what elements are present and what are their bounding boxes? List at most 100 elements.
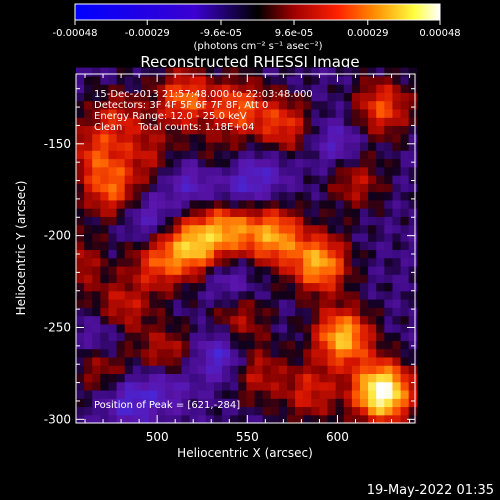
heatmap-cell [165, 108, 174, 118]
heatmap-cell [254, 100, 264, 110]
heatmap-cell [108, 75, 118, 85]
heatmap-cell [140, 84, 150, 93]
heatmap-cell [392, 232, 402, 242]
heatmap-cell [376, 365, 385, 375]
heatmap-cell [173, 381, 183, 391]
heatmap-cell [368, 125, 377, 135]
heatmap-cell [213, 365, 223, 375]
heatmap-cell [116, 232, 126, 242]
heatmap-cell [384, 315, 394, 325]
heatmap-cell [84, 216, 93, 226]
heatmap-cell [84, 67, 93, 77]
heatmap-cell [262, 381, 272, 391]
heatmap-cell [343, 365, 353, 375]
heatmap-cell [149, 208, 158, 217]
heatmap-cell [295, 307, 304, 317]
heatmap-cell [246, 274, 256, 284]
heatmap-cell [181, 398, 191, 408]
heatmap-cell [238, 141, 247, 151]
heatmap-cell [181, 381, 191, 391]
heatmap-cell [262, 183, 272, 193]
heatmap-cell [165, 183, 174, 193]
heatmap-cell [286, 117, 296, 127]
heatmap-cell [400, 332, 410, 341]
heatmap-cell [408, 150, 418, 160]
heatmap-cell [368, 389, 377, 399]
heatmap-cell [376, 249, 385, 259]
heatmap-cell [116, 249, 126, 259]
heatmap-cell [230, 389, 239, 399]
heatmap-cell [100, 299, 110, 308]
heatmap-cell [319, 117, 329, 127]
heatmap-cell [270, 141, 280, 151]
heatmap-cell [157, 199, 166, 209]
heatmap-cell [230, 166, 239, 176]
heatmap-cell [100, 199, 110, 209]
heatmap-cell [157, 67, 166, 77]
heatmap-cell [213, 414, 223, 424]
heatmap-cell [335, 84, 345, 93]
heatmap-cell [100, 108, 110, 118]
heatmap-cell [384, 381, 394, 391]
heatmap-cell [319, 100, 329, 110]
heatmap-cell [400, 183, 410, 193]
heatmap-cell [254, 175, 264, 184]
heatmap-cell [84, 282, 93, 292]
heatmap-cell [368, 166, 377, 176]
heatmap-cell [303, 315, 312, 325]
heatmap-cell [238, 406, 247, 416]
heatmap-cell [392, 274, 402, 284]
heatmap-cell [335, 249, 345, 259]
heatmap-cell [246, 133, 256, 143]
heatmap-cell [92, 166, 101, 176]
heatmap-cell [319, 125, 329, 135]
heatmap-cell [181, 75, 191, 85]
heatmap-cell [376, 257, 385, 267]
heatmap-cell [360, 199, 369, 209]
heatmap-cell [238, 92, 247, 102]
heatmap-cell [140, 315, 150, 325]
heatmap-cell [213, 108, 223, 118]
heatmap-cell [124, 290, 134, 300]
heatmap-cell [376, 307, 385, 317]
heatmap-cell [303, 199, 312, 209]
heatmap-cell [278, 108, 288, 118]
heatmap-cell [165, 158, 174, 168]
heatmap-cell [295, 290, 304, 300]
heatmap-cell [286, 216, 296, 226]
heatmap-cell [392, 414, 402, 424]
heatmap-cell [384, 158, 394, 168]
heatmap-cell [360, 216, 369, 226]
heatmap-cell [351, 100, 361, 110]
heatmap-cell [140, 208, 150, 217]
heatmap-cell [343, 381, 353, 391]
heatmap-cell [76, 224, 85, 234]
heatmap-cell [376, 356, 385, 366]
heatmap-cell [270, 274, 280, 284]
heatmap-cell [270, 100, 280, 110]
heatmap-cell [368, 406, 377, 416]
heatmap-cell [270, 414, 280, 424]
heatmap-cell [327, 348, 337, 358]
heatmap-cell [286, 125, 296, 135]
heatmap-cell [197, 216, 207, 226]
heatmap-cell [84, 241, 93, 251]
heatmap-cell [116, 356, 126, 366]
heatmap-cell [181, 150, 191, 160]
heatmap-cell [311, 365, 321, 375]
heatmap-cell [368, 117, 377, 127]
heatmap-cell [124, 199, 134, 209]
heatmap-cell [351, 224, 361, 234]
heatmap-cell [108, 100, 118, 110]
heatmap-cell [157, 191, 166, 201]
heatmap-cell [84, 290, 93, 300]
heatmap-cell [303, 348, 312, 358]
heatmap-cell [351, 274, 361, 284]
heatmap-cell [165, 133, 174, 143]
heatmap-cell [278, 175, 288, 184]
heatmap-cell [384, 365, 394, 375]
heatmap-cell [311, 100, 321, 110]
heatmap-cell [132, 381, 142, 391]
heatmap-cell [327, 332, 337, 341]
heatmap-cell [319, 340, 329, 350]
